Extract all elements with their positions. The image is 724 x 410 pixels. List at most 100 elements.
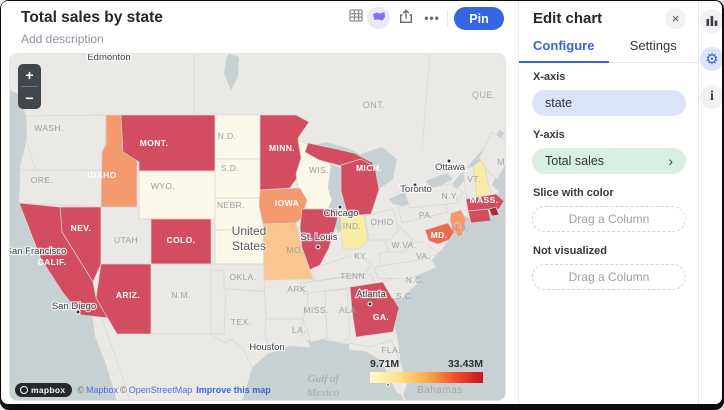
map-card: WASH. ORE. MONT. IDAHO WYO. N.D. S.D. NE… (9, 53, 506, 401)
more-options-button[interactable]: ••• (420, 6, 444, 30)
share-button[interactable] (394, 6, 418, 30)
edit-chart-panel: Edit chart × Configure Settings X-axis s… (518, 1, 698, 404)
table-view-button[interactable] (344, 7, 367, 29)
label-ark: ARK. (287, 284, 308, 294)
osm-link[interactable]: OpenStreetMap (128, 385, 193, 395)
label-maine: M (497, 157, 505, 167)
label-wyo: WYO. (151, 181, 175, 191)
state-maine (478, 131, 505, 180)
improve-map-link[interactable]: Improve this map (196, 385, 271, 395)
label-ind: IND. (343, 221, 362, 231)
settings-button[interactable]: ⚙ (700, 47, 722, 71)
label-ottawa: Ottawa (435, 162, 466, 173)
city-dots (56, 158, 452, 387)
label-wash: WASH. (34, 123, 64, 133)
state-md (424, 222, 455, 245)
x-axis-label: X-axis (533, 71, 566, 83)
info-icon: i (710, 89, 714, 104)
label-utah: UTAH (114, 235, 138, 245)
label-united: United (232, 224, 267, 238)
baja-peninsula (91, 313, 130, 400)
viz-type-toggle[interactable] (344, 7, 390, 29)
label-ga: GA. (373, 312, 389, 322)
label-chicago: Chicago (324, 208, 359, 219)
label-bahamas: Bahamas (417, 385, 463, 396)
mapbox-logo[interactable]: mapbox (15, 383, 73, 397)
state-conn (467, 208, 492, 224)
label-states: States (232, 239, 266, 253)
state-wyo (138, 170, 216, 220)
legend-gradient (370, 372, 483, 383)
label-gulf-2: Mexico (306, 387, 340, 399)
bar-chart-icon (706, 14, 718, 29)
label-colo: COLO. (167, 235, 196, 245)
x-axis-field[interactable]: state (532, 90, 686, 116)
label-iowa: IOWA (275, 198, 299, 208)
tab-settings[interactable]: Settings (629, 38, 677, 53)
zoom-in-button[interactable]: + (25, 67, 34, 83)
zoom-divider (21, 86, 38, 87)
y-axis-field[interactable]: Total sales › (532, 148, 686, 174)
label-san-francisco: San Francisco (10, 246, 66, 257)
label-vt: VT. (467, 174, 480, 184)
close-icon[interactable]: × (665, 8, 686, 29)
choropleth-map[interactable]: WASH. ORE. MONT. IDAHO WYO. N.D. S.D. NE… (10, 54, 506, 400)
label-toronto: Toronto (400, 184, 432, 195)
label-va: VA. (416, 251, 430, 261)
map-icon (372, 9, 386, 27)
slice-drop-zone[interactable]: Drag a Column (532, 206, 686, 232)
label-fla: FLA. (381, 345, 401, 355)
map-attribution: mapbox © Mapbox © OpenStreetMap Improve … (15, 383, 273, 397)
label-calif: CALIF. (38, 257, 67, 267)
map-view-button[interactable] (367, 7, 390, 29)
label-sd: S.D. (221, 163, 239, 173)
label-ala: ALA. (339, 305, 359, 315)
zoom-out-button[interactable]: − (25, 90, 34, 106)
mapbox-link[interactable]: Mapbox (86, 385, 119, 395)
label-ky: KY. (354, 251, 368, 261)
table-icon (348, 9, 363, 27)
label-idaho: IDAHO (87, 170, 116, 180)
state-mich (340, 158, 380, 217)
pin-button[interactable]: Pin (454, 7, 504, 30)
state-la (264, 318, 312, 352)
state-ohio (364, 208, 400, 241)
lake-winnipeg (224, 54, 239, 90)
label-mont: MONT. (140, 138, 168, 148)
tab-configure[interactable]: Configure (519, 34, 609, 63)
state-mass (465, 193, 505, 212)
mapbox-logo-icon (20, 386, 28, 394)
info-button[interactable]: i (700, 85, 722, 109)
label-st-louis: St. Louis (301, 232, 338, 243)
label-nj: N.J. (452, 223, 469, 233)
label-miss: MISS. (303, 305, 328, 315)
map-legend: 9.71M 33.43M (370, 358, 483, 383)
label-ny: N.Y. (441, 191, 458, 201)
slice-with-color-label: Slice with color (533, 187, 614, 199)
label-ohio: OHIO (370, 217, 393, 227)
state-ill (299, 208, 339, 271)
state-del (453, 221, 464, 238)
ellipsis-icon: ••• (424, 11, 440, 25)
visualization-button[interactable] (700, 9, 722, 33)
legend-max: 33.43M (447, 358, 483, 370)
not-visualized-drop-zone[interactable]: Drag a Column (532, 264, 686, 290)
gear-icon: ⚙ (705, 50, 719, 68)
label-mass: MASS. (470, 195, 499, 205)
label-gulf-1: Gulf of (308, 373, 341, 385)
states-layer[interactable] (18, 114, 506, 397)
label-tex: TEX. (231, 317, 252, 327)
add-description-link[interactable]: Add description (21, 32, 104, 46)
label-nev: NEV. (71, 223, 92, 233)
state-nj (449, 209, 467, 235)
label-tenn: TENN. (340, 271, 368, 281)
state-ny (404, 183, 464, 209)
atlantic-ocean (386, 151, 505, 400)
label-md: MD. (431, 230, 448, 240)
label-okla: OKLA. (229, 272, 256, 282)
header-divider (447, 10, 448, 26)
state-iowa (258, 187, 308, 225)
state-ala (324, 288, 351, 344)
panel-body: X-axis state Y-axis Total sales › Slice … (532, 61, 686, 290)
pacific-ocean (10, 90, 122, 400)
